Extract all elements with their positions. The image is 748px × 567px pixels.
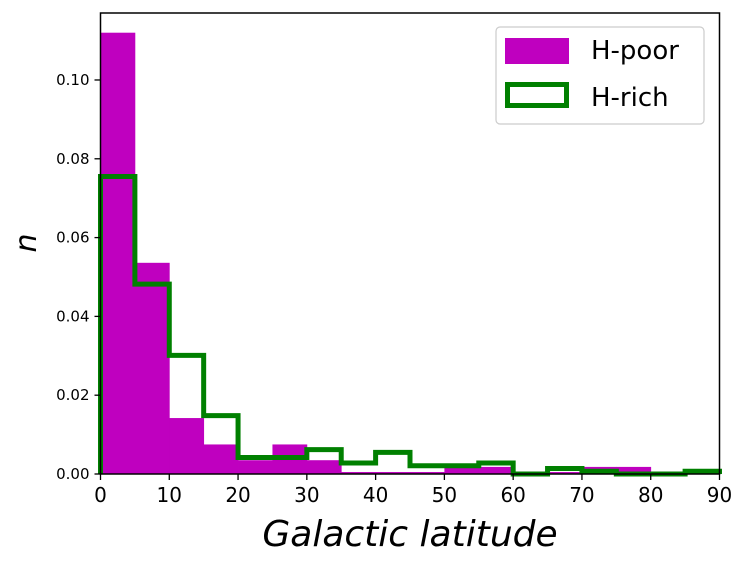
legend-label-h-rich: H-rich [591, 83, 669, 113]
y-tick-label: 0.00 [56, 465, 89, 483]
y-tick-label: 0.04 [56, 307, 89, 325]
h-poor-bar [375, 472, 411, 474]
plot-frame [99, 12, 721, 475]
h-rich-step-line [98, 174, 722, 477]
h-poor-bar [547, 472, 583, 474]
h-poor-bar [616, 466, 652, 474]
x-tick-label: 80 [638, 483, 663, 507]
x-tick-label: 0 [94, 483, 107, 507]
x-tick-label: 40 [363, 483, 388, 507]
h-poor-bar [169, 418, 205, 474]
x-tick-label: 70 [569, 483, 594, 507]
x-tick-label: 90 [707, 483, 732, 507]
h-poor-bar [410, 472, 445, 474]
h-poor-bar [444, 466, 480, 474]
h-poor-bar [306, 460, 342, 474]
h-poor-bar [100, 32, 136, 474]
x-tick-label: 10 [157, 483, 182, 507]
y-axis-ticks: 0.00 0.02 0.04 0.06 0.08 0.10 [56, 71, 101, 483]
h-poor-bar [478, 466, 514, 474]
h-poor-bars [100, 32, 652, 474]
x-tick-label: 30 [294, 483, 319, 507]
y-tick-label: 0.08 [56, 150, 89, 168]
y-axis-label: n [9, 233, 44, 252]
h-poor-bar [238, 460, 273, 474]
h-poor-bar [203, 444, 239, 474]
x-axis-label: Galactic latitude [262, 514, 557, 555]
x-tick-label: 60 [500, 483, 525, 507]
x-axis-ticks: 0 10 20 30 40 50 60 70 80 90 [94, 474, 732, 507]
x-tick-label: 50 [432, 483, 457, 507]
h-poor-bar [134, 262, 170, 474]
legend: H-poor H-rich [495, 26, 705, 125]
h-poor-bar [341, 472, 377, 474]
legend-label-h-poor: H-poor [591, 36, 679, 66]
x-tick-label: 20 [225, 483, 250, 507]
legend-swatch-h-rich [505, 82, 569, 108]
legend-swatch-h-poor [505, 38, 569, 64]
y-tick-label: 0.06 [56, 229, 89, 247]
y-tick-label: 0.02 [56, 386, 89, 404]
y-tick-label: 0.10 [56, 71, 89, 89]
